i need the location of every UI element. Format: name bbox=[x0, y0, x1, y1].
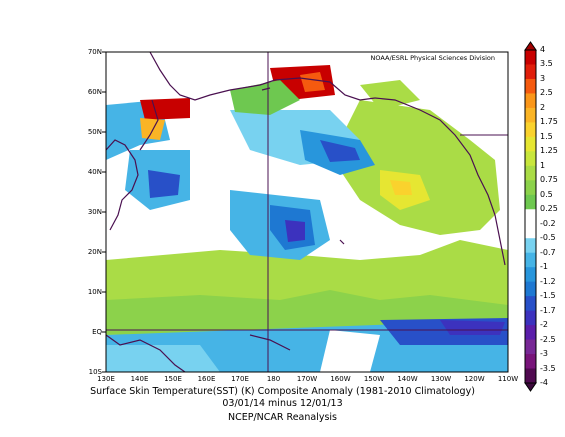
colorbar-tick-label: -1.2 bbox=[540, 276, 556, 286]
colorbar-segment bbox=[525, 310, 536, 326]
colorbar-tick-label: -1.7 bbox=[540, 305, 556, 315]
colorbar-tick-label: 1 bbox=[540, 160, 546, 170]
colorbar-top-arrow bbox=[524, 41, 537, 51]
colorbar-segment bbox=[525, 354, 536, 370]
y-tick-label: 20N bbox=[87, 248, 102, 256]
y-tick-label: EQ bbox=[92, 328, 102, 336]
x-tick-label: 130E bbox=[97, 375, 115, 383]
x-tick-label: 170E bbox=[231, 375, 249, 383]
colorbar-tick-label: 4 bbox=[540, 45, 546, 54]
y-tick-label: 40N bbox=[87, 168, 102, 176]
colorbar-tick-label: 2.5 bbox=[540, 88, 553, 98]
colorbar-tick-label: 2 bbox=[540, 102, 546, 112]
colorbar-tick-label: -1 bbox=[540, 262, 548, 272]
x-tick-label: 130W bbox=[430, 375, 452, 383]
colorbar-tick-label: -3 bbox=[540, 349, 548, 359]
x-tick-label: 140E bbox=[130, 375, 149, 383]
colorbar-tick-label: -2 bbox=[540, 320, 548, 330]
colorbar-tick-label: 3 bbox=[540, 73, 546, 83]
coastlines bbox=[105, 51, 506, 373]
x-tick-label: 150W bbox=[363, 375, 385, 383]
y-tick-label: 10S bbox=[88, 368, 102, 376]
colorbar-tick-label: -2.5 bbox=[540, 334, 556, 344]
colorbar-segment bbox=[525, 252, 536, 268]
colorbar-segment bbox=[525, 368, 536, 384]
colorbar-segment bbox=[525, 209, 536, 225]
colorbar-segment bbox=[525, 223, 536, 239]
caption-dates: 03/01/14 minus 12/01/13 bbox=[222, 398, 343, 409]
anomaly-field bbox=[106, 52, 508, 372]
colorbar-tick-label: 3.5 bbox=[540, 59, 553, 69]
credit-label: NOAA/ESRL Physical Sciences Division bbox=[368, 54, 497, 62]
colorbar-segment bbox=[525, 238, 536, 254]
x-tick-label: 110W bbox=[497, 375, 519, 383]
colorbar bbox=[524, 41, 537, 392]
colorbar-tick-label: 1.25 bbox=[540, 146, 558, 156]
caption-title: Surface Skin Temperature(SST) (K) Compos… bbox=[90, 386, 475, 397]
y-tick-label: 10N bbox=[87, 288, 102, 296]
colorbar-segment bbox=[525, 194, 536, 210]
y-tick-label: 30N bbox=[87, 208, 102, 216]
colorbar-tick-label: -3.5 bbox=[540, 363, 556, 373]
colorbar-tick-label: -4 bbox=[540, 378, 548, 387]
colorbar-tick-label: 0.75 bbox=[540, 175, 558, 185]
caption-source: NCEP/NCAR Reanalysis bbox=[227, 412, 337, 423]
colorbar-tick-label: -0.7 bbox=[540, 247, 556, 257]
colorbar-segment bbox=[525, 136, 536, 152]
colorbar-segment bbox=[525, 50, 536, 65]
colorbar-segment bbox=[525, 64, 536, 80]
map-grid-lines bbox=[106, 52, 508, 372]
x-tick-label: 170W bbox=[296, 375, 318, 383]
x-tick-label: 140W bbox=[397, 375, 418, 383]
colorbar-tick-label: -0.5 bbox=[540, 233, 556, 243]
y-tick-label: 70N bbox=[87, 48, 102, 56]
colorbar-tick-label: -1.5 bbox=[540, 291, 556, 301]
colorbar-segment bbox=[525, 339, 536, 355]
colorbar-tick-label: 1.5 bbox=[540, 131, 553, 141]
x-tick-label: 150E bbox=[164, 375, 182, 383]
x-tick-label: 180 bbox=[266, 375, 281, 383]
colorbar-segment bbox=[525, 122, 536, 138]
colorbar-bottom-arrow bbox=[524, 382, 537, 392]
colorbar-segment bbox=[525, 180, 536, 196]
colorbar-segment bbox=[525, 325, 536, 341]
x-tick-label: 160E bbox=[197, 375, 216, 383]
colorbar-segment bbox=[525, 78, 536, 94]
colorbar-tick-label: 0.5 bbox=[540, 189, 553, 199]
colorbar-tick-label: 0.25 bbox=[540, 204, 558, 214]
colorbar-segment bbox=[525, 267, 536, 283]
colorbar-segment bbox=[525, 93, 536, 109]
y-tick-label: 60N bbox=[87, 88, 102, 96]
colorbar-segment bbox=[525, 107, 536, 123]
x-tick-label: 160W bbox=[330, 375, 351, 383]
x-tick-label: 120W bbox=[464, 375, 485, 383]
colorbar-segment bbox=[525, 281, 536, 297]
colorbar-segment bbox=[525, 296, 536, 312]
colorbar-tick-label: 1.75 bbox=[540, 117, 558, 127]
colorbar-segment bbox=[525, 151, 536, 167]
colorbar-tick-label: -0.2 bbox=[540, 218, 556, 228]
y-tick-label: 50N bbox=[87, 128, 102, 136]
colorbar-segment bbox=[525, 165, 536, 181]
